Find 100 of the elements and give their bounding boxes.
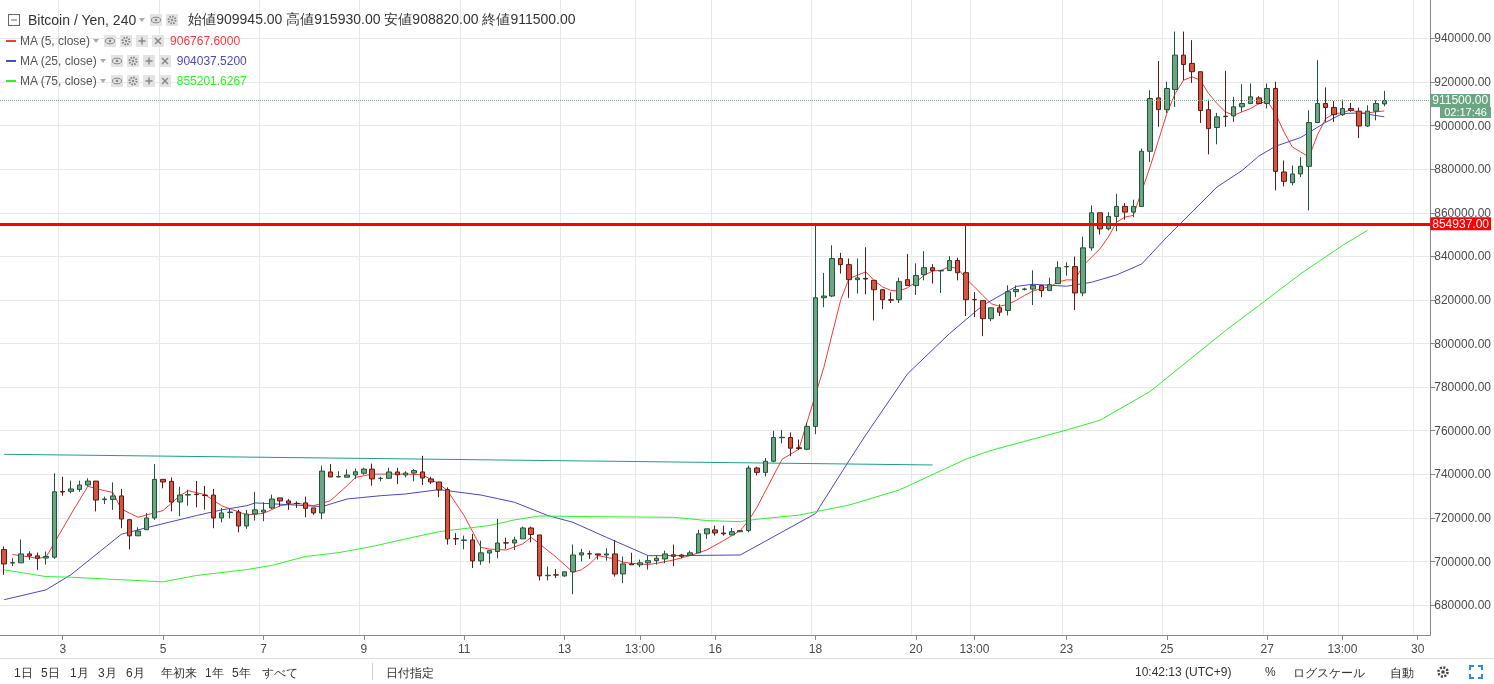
x-tick-label: 27 xyxy=(1260,642,1275,656)
candlestick xyxy=(152,463,157,521)
candlestick xyxy=(470,533,475,569)
line-series xyxy=(3,229,1369,583)
candlestick xyxy=(395,467,400,485)
candlestick xyxy=(1223,70,1228,128)
candlestick xyxy=(679,553,684,559)
candlestick xyxy=(537,534,542,581)
candlestick xyxy=(838,252,843,275)
candlestick xyxy=(386,467,392,480)
candlestick xyxy=(495,518,500,559)
candlestick xyxy=(829,244,835,298)
text: 始値909945.00 高値915930.00 安値908820.00 終値911500.00 xyxy=(188,11,576,29)
candlestick xyxy=(487,550,492,564)
candlestick xyxy=(478,540,484,566)
text: 6月 xyxy=(126,665,145,682)
text: 1月 xyxy=(70,665,89,682)
candlestick xyxy=(177,486,183,517)
candlestick xyxy=(1356,107,1362,139)
candlestick xyxy=(1047,277,1052,292)
candlestick xyxy=(1122,202,1128,221)
candlestick xyxy=(921,250,927,281)
candlestick xyxy=(553,568,559,579)
text: 5日 xyxy=(41,665,60,682)
candlestick xyxy=(144,512,149,531)
text: ログスケール xyxy=(1293,665,1365,682)
y-tick-label: 900000.00 xyxy=(1434,118,1492,133)
candlestick xyxy=(712,525,718,537)
candlestick xyxy=(1273,81,1278,191)
candlestick xyxy=(27,550,32,561)
candlestick xyxy=(947,255,952,272)
x-tick-label: 23 xyxy=(1059,642,1074,656)
candlestick xyxy=(988,307,994,322)
y-tick-label: 700000.00 xyxy=(1434,554,1492,569)
candlestick xyxy=(378,476,383,482)
y-tick-label: 880000.00 xyxy=(1434,162,1492,177)
candlestick xyxy=(1022,287,1027,291)
candlestick xyxy=(896,277,902,304)
candlestick xyxy=(311,507,316,516)
candlestick xyxy=(746,465,751,533)
candlestick xyxy=(1290,164,1295,186)
candlestick xyxy=(252,491,258,522)
candlestick xyxy=(980,300,986,337)
annotation: 906767.6000 xyxy=(170,34,241,48)
candlestick xyxy=(771,430,776,463)
candlestick xyxy=(236,509,241,533)
candlestick xyxy=(796,438,802,451)
candlestick xyxy=(110,481,116,511)
candlestick xyxy=(369,463,375,487)
candlestick xyxy=(1331,100,1337,123)
candlestick xyxy=(612,539,618,578)
candlestick xyxy=(888,291,894,304)
candlestick xyxy=(587,550,592,560)
candlestick xyxy=(211,488,216,529)
candlestick xyxy=(461,535,467,550)
candlestick xyxy=(194,480,199,508)
candlestick xyxy=(930,263,935,285)
candlestick xyxy=(545,566,551,581)
candlestick xyxy=(963,223,969,317)
candlestick xyxy=(721,525,726,537)
candlestick xyxy=(294,500,300,509)
y-tick-label: 760000.00 xyxy=(1434,423,1492,438)
candlestick xyxy=(662,550,668,564)
x-tick-label: 9 xyxy=(360,642,368,656)
candlestick xyxy=(420,455,425,486)
candlestick xyxy=(846,258,852,299)
candlestick xyxy=(411,468,417,482)
legend-label: MA (75, close) xyxy=(20,74,97,88)
candlestick xyxy=(595,553,601,561)
candlestick xyxy=(579,548,584,562)
candlestick xyxy=(955,257,960,281)
x-tick-label: 7 xyxy=(260,642,268,656)
candlestick xyxy=(729,527,735,536)
ref-line-label: 911500.00 xyxy=(1432,93,1489,108)
candlestick xyxy=(855,258,860,295)
candlestick xyxy=(277,497,283,508)
candlestick xyxy=(821,272,827,308)
candlestick xyxy=(1156,60,1161,128)
candlestick xyxy=(562,571,567,578)
x-tick-label: 30 xyxy=(1411,642,1425,656)
y-tick-label: 720000.00 xyxy=(1434,510,1492,525)
annotation: 904037.5200 xyxy=(176,54,247,68)
y-tick-label: 840000.00 xyxy=(1434,249,1492,264)
x-tick-label: 13:00 xyxy=(959,642,990,656)
candlestick xyxy=(687,550,693,557)
candlestick xyxy=(1348,102,1354,113)
x-tick-label: 18 xyxy=(808,642,823,656)
candlestick xyxy=(303,496,308,518)
candlestick xyxy=(1064,261,1069,277)
candlestick xyxy=(880,289,885,310)
y-tick-label: 680000.00 xyxy=(1434,598,1492,613)
candlestick xyxy=(428,476,434,485)
candlestick xyxy=(570,544,576,595)
candlestick xyxy=(1055,260,1061,285)
candlestick xyxy=(60,476,65,497)
candlestick xyxy=(637,559,643,568)
candlestick xyxy=(779,429,785,444)
x-tick-label: 13:00 xyxy=(1327,642,1358,656)
candlestick xyxy=(77,480,82,493)
candlestick xyxy=(1189,39,1195,84)
